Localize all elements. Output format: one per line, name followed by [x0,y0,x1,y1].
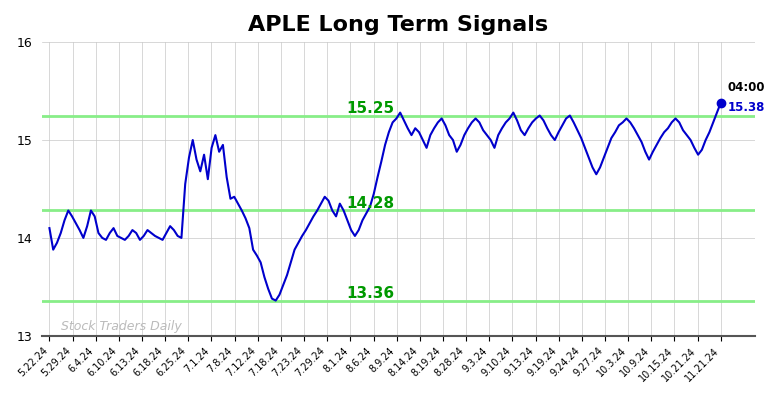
Text: 15.38: 15.38 [728,101,765,114]
Text: 14.28: 14.28 [347,195,394,211]
Text: Stock Traders Daily: Stock Traders Daily [60,320,182,333]
Text: 04:00: 04:00 [728,81,765,94]
Title: APLE Long Term Signals: APLE Long Term Signals [249,15,548,35]
Text: 13.36: 13.36 [347,286,394,300]
Text: 15.25: 15.25 [347,101,394,115]
